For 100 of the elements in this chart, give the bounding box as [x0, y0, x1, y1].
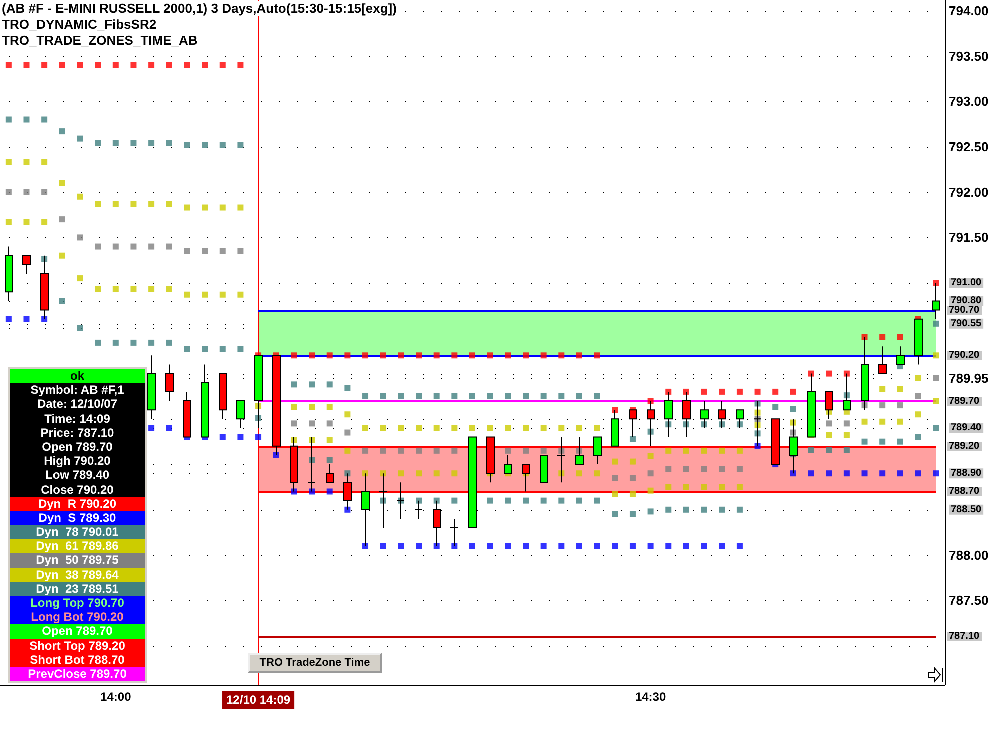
point: [754, 388, 761, 395]
candlestick: [165, 364, 174, 402]
point: [487, 352, 494, 359]
point: [719, 484, 726, 490]
point: [594, 543, 600, 550]
point: [362, 425, 369, 432]
point: [487, 498, 494, 504]
point: [184, 142, 190, 148]
point: [612, 491, 618, 498]
point: [220, 248, 226, 254]
point: [576, 393, 582, 400]
point: [933, 375, 940, 382]
point: [683, 506, 690, 513]
point: [522, 393, 529, 400]
annotation: Open 789.70: [10, 624, 145, 639]
point: [915, 393, 922, 400]
text: Dyn_R 790.20: [38, 496, 117, 511]
point: [220, 204, 226, 211]
ref-line-label: 787.10: [947, 631, 982, 642]
point: [148, 286, 155, 292]
point: [505, 543, 512, 550]
point: [273, 452, 280, 458]
point: [933, 320, 940, 327]
text: Dyn_23 789.51: [36, 582, 119, 596]
point: [344, 412, 351, 418]
point: [166, 140, 172, 146]
point: [558, 498, 565, 504]
point: [505, 448, 512, 454]
point: [666, 388, 672, 395]
y-tick-label: 792.50: [949, 139, 989, 154]
point: [558, 393, 565, 400]
point: [416, 425, 422, 432]
point: [166, 201, 172, 208]
point: [24, 189, 30, 196]
y-tick-label: 790.55: [951, 318, 982, 330]
point: [683, 448, 690, 454]
text: Dyn_S 789.30: [38, 510, 116, 525]
y-tick-label: 793.50: [949, 48, 989, 64]
point: [719, 448, 726, 454]
point: [719, 388, 726, 395]
point: [630, 511, 636, 518]
point: [148, 340, 155, 346]
point: [434, 393, 440, 400]
y-tick-label: 787.50: [949, 593, 989, 608]
point: [362, 393, 369, 400]
point: [719, 466, 726, 472]
point: [130, 201, 137, 208]
point: [790, 388, 796, 395]
point: [184, 292, 190, 298]
point: [238, 346, 244, 352]
point: [666, 448, 672, 454]
point: [112, 244, 119, 250]
point: [505, 352, 512, 359]
point: [630, 543, 636, 550]
point: [826, 432, 832, 438]
point: [933, 398, 940, 404]
point: [630, 491, 636, 498]
annotation: ok: [10, 369, 145, 384]
point: [380, 393, 386, 400]
point: [416, 498, 422, 504]
point: [291, 352, 298, 359]
point: [808, 470, 814, 477]
point: [701, 466, 708, 472]
text: Dyn_50 789.75: [36, 553, 119, 568]
point: [238, 62, 244, 68]
point: [202, 62, 208, 68]
point: [470, 543, 476, 550]
point: [933, 352, 940, 359]
point: [576, 352, 582, 359]
point: [826, 370, 832, 377]
candlestick: [219, 373, 227, 420]
point: [736, 543, 743, 550]
point: [790, 406, 796, 412]
point: [220, 62, 226, 68]
point: [897, 470, 904, 477]
point: [701, 448, 708, 454]
point: [148, 244, 155, 250]
y-tick-label: 791.50: [949, 230, 989, 246]
point: [452, 470, 458, 477]
point: [59, 216, 66, 223]
point: [416, 352, 422, 359]
point: [452, 498, 458, 504]
point: [933, 425, 940, 432]
point: [148, 62, 155, 68]
point: [487, 393, 494, 400]
point: [77, 194, 84, 200]
point: [880, 418, 886, 425]
point: [166, 425, 172, 432]
point: [487, 543, 494, 550]
point: [576, 543, 582, 550]
point: [826, 470, 832, 477]
point: [701, 388, 708, 395]
point: [362, 352, 369, 359]
point: [880, 386, 886, 392]
point: [736, 506, 743, 513]
x-tick-label: 14:30: [635, 690, 666, 704]
point: [59, 128, 66, 135]
point: [95, 286, 102, 292]
point: [880, 470, 886, 477]
annotation: Price: 787.10: [10, 426, 145, 440]
